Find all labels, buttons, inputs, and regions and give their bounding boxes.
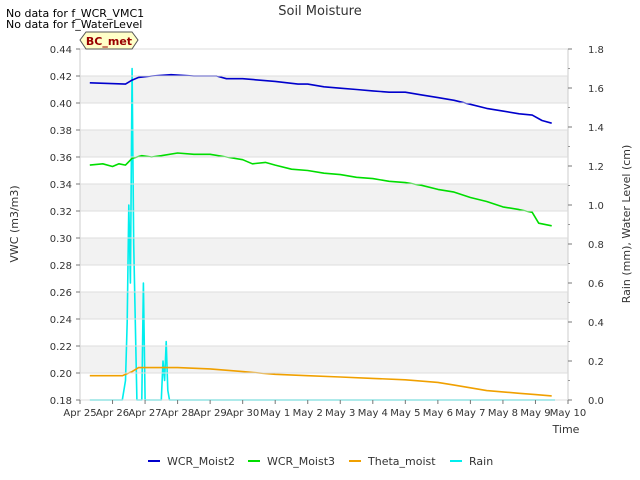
station-badge-label: BC_met [86,35,132,48]
y-tick-label-7: 0.32 [50,207,72,218]
y-tick-label-13: 0.44 [50,45,72,56]
y2-tick-label-2: 0.4 [588,318,604,329]
y-tick-label-10: 0.38 [50,126,72,137]
x-tick-label-13: May 8 [488,408,518,419]
x-tick-label-6: May 1 [260,408,290,419]
y-tick-label-5: 0.28 [50,261,72,272]
x-tick-label-1: Apr 26 [96,408,129,419]
legend-label-rain: Rain [469,455,493,468]
x-tick-label-15: May 10 [550,408,587,419]
x-tick-label-2: Apr 27 [128,408,161,419]
y2-axis-label: Rain (mm), Water Level (cm) [620,145,633,304]
x-tick-label-3: Apr 28 [161,408,194,419]
x-tick-label-12: May 7 [455,408,485,419]
legend-label-wcr-moist2: WCR_Moist2 [167,455,235,468]
y-tick-label-2: 0.22 [50,342,72,353]
y2-tick-label-4: 0.8 [588,240,604,251]
y2-tick-label-6: 1.2 [588,162,604,173]
station-badge: BC_met [79,31,139,50]
y2-tick-label-0: 0.0 [588,396,604,407]
y2-tick-label-9: 1.8 [588,45,604,56]
x-tick-label-7: May 2 [293,408,323,419]
y2-tick-label-5: 1.0 [588,201,604,212]
y-tick-label-11: 0.40 [50,99,72,110]
series-theta-moist-line [89,366,552,397]
y-tick-label-3: 0.24 [50,315,72,326]
x-tick-label-9: May 4 [358,408,388,419]
band-1 [80,346,568,373]
y2-tick-label-1: 0.2 [588,357,604,368]
x-tick-label-4: Apr 29 [194,408,227,419]
y-axis-label: VWC (m3/m3) [8,185,21,262]
y2-tick-label-8: 1.6 [588,84,604,95]
legend-label-wcr-moist3: WCR_Moist3 [267,455,335,468]
band-9 [80,130,568,157]
legend-label-theta-moist: Theta_moist [367,455,436,468]
y-tick-label-8: 0.34 [50,180,72,191]
background-bands [80,76,568,373]
series-wcr-moist2-line [89,73,552,124]
band-3 [80,292,568,319]
band-11 [80,76,568,103]
x-tick-label-8: May 3 [325,408,355,419]
y-tick-label-1: 0.20 [50,369,72,380]
y-tick-label-9: 0.36 [50,153,72,164]
x-tick-label-5: Apr 30 [226,408,259,419]
band-7 [80,184,568,211]
y-tick-label-4: 0.26 [50,288,72,299]
x-axis-label: Time [552,423,580,436]
x-tick-label-0: Apr 25 [63,408,96,419]
no-data-note-1: No data for f_WCR_VMC1 [6,7,145,20]
chart-title: Soil Moisture [278,4,362,19]
x-tick-label-11: May 6 [423,408,453,419]
x-tick-label-14: May 9 [520,408,550,419]
x-tick-label-10: May 5 [390,408,420,419]
no-data-note-2: No data for f_WaterLevel [6,18,143,31]
y-tick-label-0: 0.18 [50,396,72,407]
band-5 [80,238,568,265]
y-tick-label-12: 0.42 [50,72,72,83]
series-rain-line [89,67,555,401]
y2-tick-label-7: 1.4 [588,123,604,134]
y2-tick-label-3: 0.6 [588,279,604,290]
legend: WCR_Moist2 WCR_Moist3 Theta_moist Rain [148,455,493,468]
y-tick-label-6: 0.30 [50,234,72,245]
